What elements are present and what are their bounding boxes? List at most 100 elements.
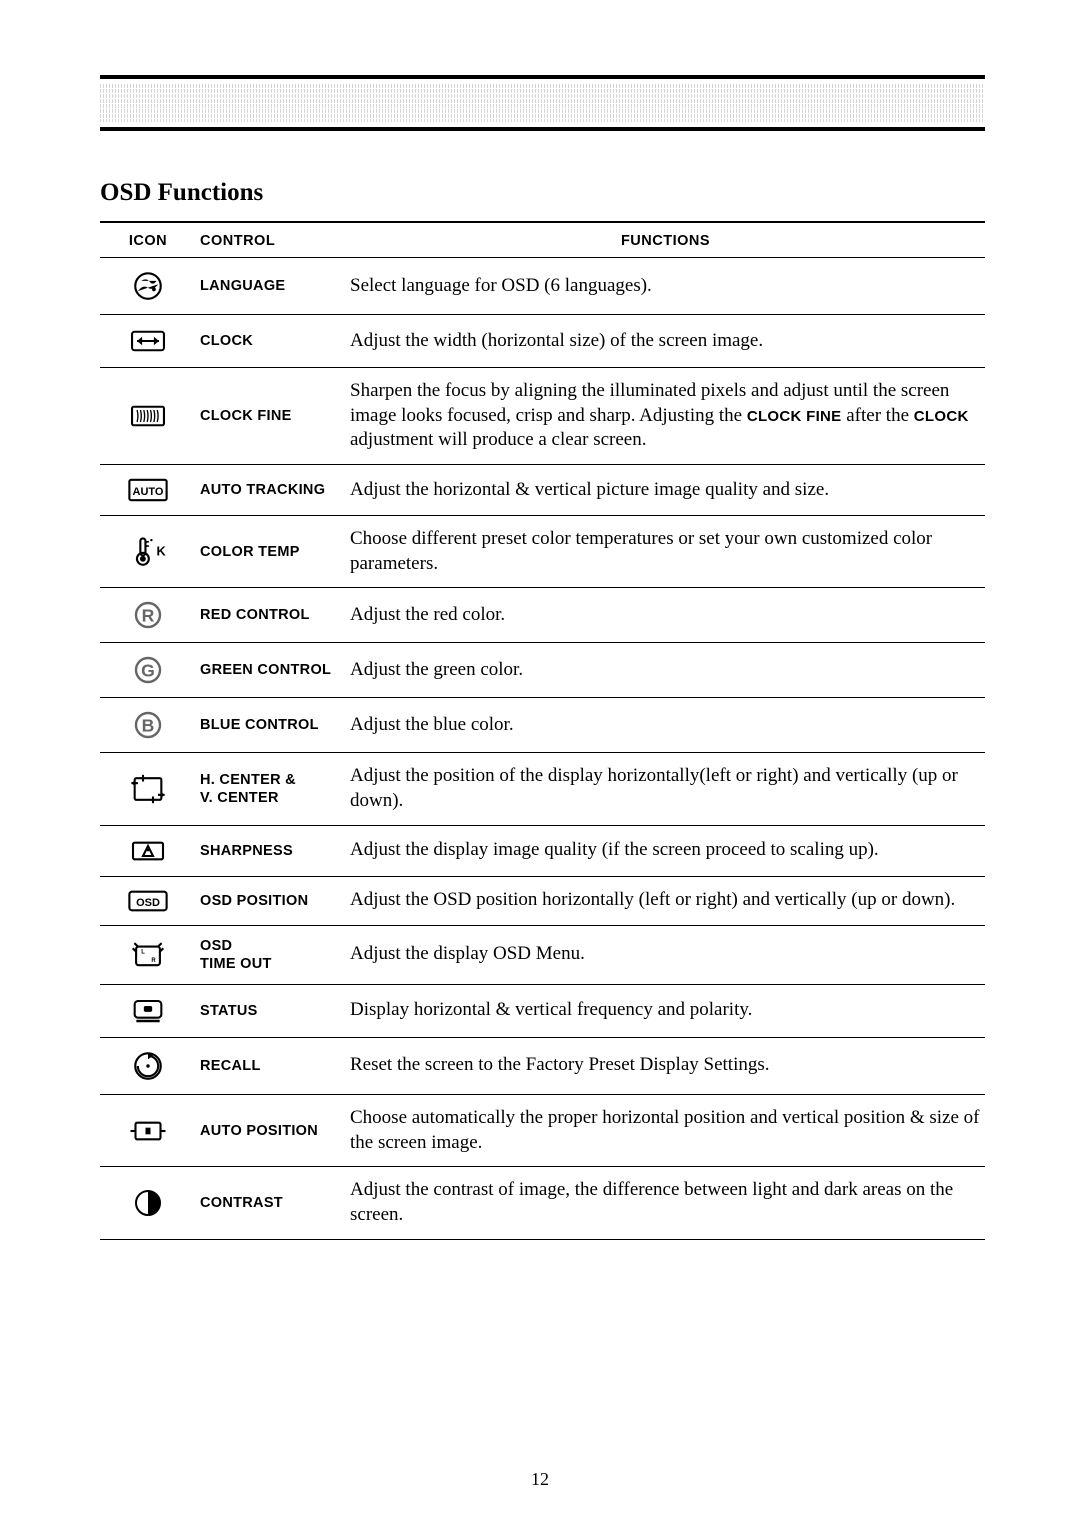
table-row: CLOCK FINESharpen the focus by aligning … bbox=[100, 368, 985, 465]
function-cell: Adjust the display image quality (if the… bbox=[346, 825, 985, 876]
function-cell: Sharpen the focus by aligning the illumi… bbox=[346, 368, 985, 465]
function-text: Adjust the position of the display horiz… bbox=[350, 765, 958, 811]
function-text: Display horizontal & vertical frequency … bbox=[350, 999, 752, 1020]
r-color-icon: R bbox=[132, 599, 164, 631]
icon-cell: OSD bbox=[100, 876, 196, 925]
control-cell: AUTO TRACKING bbox=[196, 465, 346, 516]
function-cell: Adjust the red color. bbox=[346, 588, 985, 643]
svg-text:K: K bbox=[157, 543, 167, 558]
function-cell: Display horizontal & vertical frequency … bbox=[346, 984, 985, 1037]
control-label: AUTO TRACKING bbox=[200, 482, 325, 498]
function-cell: Adjust the horizontal & vertical picture… bbox=[346, 465, 985, 516]
function-cell: Adjust the blue color. bbox=[346, 698, 985, 753]
table-row: AUTO POSITION Choose automatically the pr… bbox=[100, 1094, 985, 1166]
function-text: Adjust the horizontal & vertical picture… bbox=[350, 479, 829, 500]
auto-position-icon bbox=[127, 1116, 169, 1146]
function-text: Adjust the width (horizontal size) of th… bbox=[350, 330, 763, 351]
control-label: LANGUAGE bbox=[200, 278, 285, 294]
icon-cell: L R bbox=[100, 925, 196, 984]
recall-icon bbox=[131, 1049, 165, 1083]
status-icon bbox=[128, 996, 168, 1026]
icon-cell bbox=[100, 825, 196, 876]
control-cell: AUTO POSITION bbox=[196, 1094, 346, 1166]
sharpness-icon bbox=[128, 837, 168, 865]
icon-cell: AUTO bbox=[100, 465, 196, 516]
control-label: CONTRAST bbox=[200, 1195, 283, 1211]
icon-cell: G bbox=[100, 643, 196, 698]
function-text: Reset the screen to the Factory Preset D… bbox=[350, 1054, 770, 1075]
function-cell: Choose automatically the proper horizont… bbox=[346, 1094, 985, 1166]
table-row: LANGUAGE Select language for OSD (6 langu… bbox=[100, 258, 985, 315]
icon-cell bbox=[100, 368, 196, 465]
function-text: Adjust the blue color. bbox=[350, 714, 514, 735]
header-rule-bottom bbox=[100, 127, 985, 131]
icon-cell bbox=[100, 258, 196, 315]
clock-fine-icon bbox=[127, 401, 169, 431]
control-cell: BLUE CONTROL bbox=[196, 698, 346, 753]
table-row: CONTRAST Adjust the contrast of image, th… bbox=[100, 1167, 985, 1239]
function-text: Sharpen the focus by aligning the illumi… bbox=[350, 380, 969, 450]
control-label: BLUE CONTROL bbox=[200, 717, 319, 733]
control-label: STATUS bbox=[200, 1003, 258, 1019]
auto-tracking-icon: AUTO bbox=[126, 476, 170, 504]
function-text: Adjust the display image quality (if the… bbox=[350, 839, 879, 860]
b-color-icon: B bbox=[132, 709, 164, 741]
page-number: 12 bbox=[0, 1469, 1080, 1490]
table-row: SHARPNESSAdjust the display image qualit… bbox=[100, 825, 985, 876]
table-row: H. CENTER &V. CENTER Adjust the position … bbox=[100, 753, 985, 825]
control-label: RECALL bbox=[200, 1058, 261, 1074]
table-row: RECALL Reset the screen to the Factory Pr… bbox=[100, 1037, 985, 1094]
function-cell: Choose different preset color temperatur… bbox=[346, 516, 985, 588]
control-cell: LANGUAGE bbox=[196, 258, 346, 315]
function-cell: Select language for OSD (6 languages). bbox=[346, 258, 985, 315]
svg-text:OSD: OSD bbox=[136, 897, 160, 909]
icon-cell bbox=[100, 984, 196, 1037]
control-label: OSDTIME OUT bbox=[200, 938, 272, 972]
table-row: STATUS Display horizontal & vertical freq… bbox=[100, 984, 985, 1037]
icon-cell: K bbox=[100, 516, 196, 588]
icon-cell bbox=[100, 1167, 196, 1239]
function-cell: Adjust the display OSD Menu. bbox=[346, 925, 985, 984]
control-cell: H. CENTER &V. CENTER bbox=[196, 753, 346, 825]
function-text: Select language for OSD (6 languages). bbox=[350, 275, 652, 296]
control-label: AUTO POSITION bbox=[200, 1123, 318, 1139]
g-color-icon: G bbox=[132, 654, 164, 686]
function-cell: Adjust the green color. bbox=[346, 643, 985, 698]
control-cell: CONTRAST bbox=[196, 1167, 346, 1239]
function-text: Choose different preset color temperatur… bbox=[350, 528, 932, 574]
function-cell: Adjust the width (horizontal size) of th… bbox=[346, 315, 985, 368]
svg-text:R: R bbox=[151, 958, 156, 964]
clock-icon bbox=[127, 326, 169, 356]
svg-text:G: G bbox=[141, 661, 155, 681]
icon-cell bbox=[100, 1037, 196, 1094]
osd-functions-table: ICON CONTROL FUNCTIONS LANGUAGESelect la… bbox=[100, 221, 985, 1240]
svg-text:R: R bbox=[142, 606, 155, 626]
svg-text:B: B bbox=[142, 716, 155, 736]
table-row: R RED CONTROLAdjust the red color. bbox=[100, 588, 985, 643]
icon-cell: R bbox=[100, 588, 196, 643]
control-label: OSD POSITION bbox=[200, 893, 308, 909]
section-title: OSD Functions bbox=[100, 179, 985, 207]
control-cell: COLOR TEMP bbox=[196, 516, 346, 588]
function-text: Adjust the contrast of image, the differ… bbox=[350, 1179, 953, 1225]
icon-cell bbox=[100, 1094, 196, 1166]
control-cell: OSD POSITION bbox=[196, 876, 346, 925]
control-label: GREEN CONTROL bbox=[200, 662, 331, 678]
osd-position-icon: OSD bbox=[126, 888, 170, 914]
header-functions: FUNCTIONS bbox=[346, 222, 985, 258]
osd-timeout-icon: L R bbox=[129, 938, 167, 972]
function-cell: Adjust the contrast of image, the differ… bbox=[346, 1167, 985, 1239]
control-label: H. CENTER &V. CENTER bbox=[200, 772, 296, 806]
control-cell: RECALL bbox=[196, 1037, 346, 1094]
color-temp-icon: K bbox=[130, 535, 166, 569]
globe-icon bbox=[131, 269, 165, 303]
svg-text:L: L bbox=[141, 949, 145, 955]
header-rule-top bbox=[100, 75, 985, 79]
control-label: COLOR TEMP bbox=[200, 544, 300, 560]
function-cell: Reset the screen to the Factory Preset D… bbox=[346, 1037, 985, 1094]
table-row: K COLOR TEMP Choose different preset colo… bbox=[100, 516, 985, 588]
control-cell: SHARPNESS bbox=[196, 825, 346, 876]
icon-cell: B bbox=[100, 698, 196, 753]
function-text: Adjust the red color. bbox=[350, 604, 505, 625]
icon-cell bbox=[100, 315, 196, 368]
